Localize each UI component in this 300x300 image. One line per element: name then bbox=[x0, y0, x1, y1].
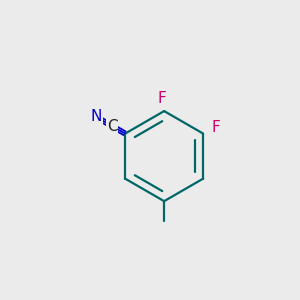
Text: C: C bbox=[107, 118, 117, 134]
Text: F: F bbox=[212, 120, 220, 135]
Text: N: N bbox=[90, 109, 102, 124]
Text: F: F bbox=[158, 91, 166, 106]
